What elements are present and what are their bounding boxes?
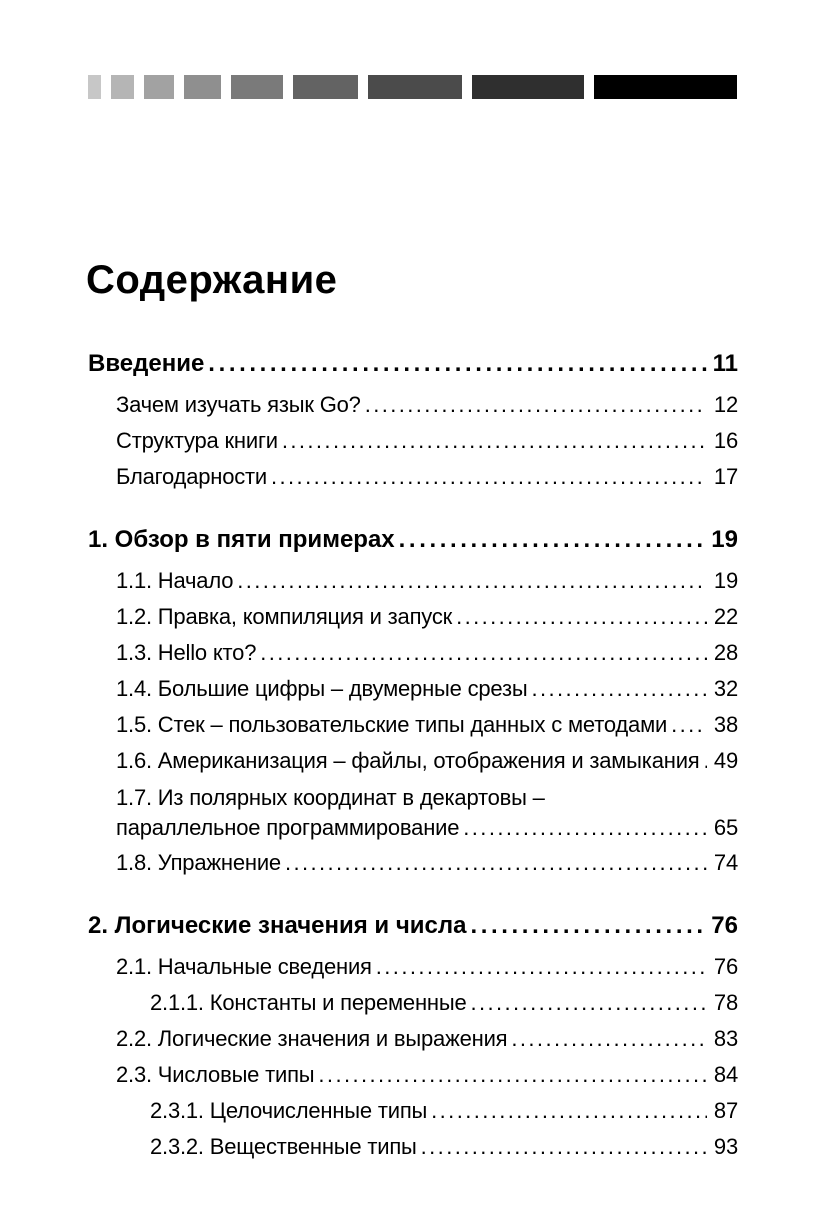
toc-entry-page: 74 <box>713 850 738 875</box>
leader-dots <box>285 845 707 881</box>
toc-entry-label: 1.6. Американизация – файлы, отображения… <box>116 748 700 773</box>
toc-entry: 2.1. Начальные сведения 76 <box>88 949 738 985</box>
toc-entry: 1.3. Hello кто? 28 <box>88 635 738 671</box>
gray-step-1 <box>88 75 101 99</box>
toc-entry-page: 16 <box>713 428 738 453</box>
toc-entry: 1.2. Правка, компиляция и запуск 22 <box>88 599 738 635</box>
toc-entry: 1.8. Упражнение 74 <box>88 845 738 881</box>
toc-entry-page: 12 <box>713 392 738 417</box>
toc-entry: 1.1. Начало 19 <box>88 563 738 599</box>
toc-entry-label: 2.1. Начальные сведения <box>116 954 372 979</box>
toc-entry: Благодарности 17 <box>88 459 738 495</box>
gray-step-9 <box>594 75 737 99</box>
toc-entry-label: 1.3. Hello кто? <box>116 640 257 665</box>
leader-dots <box>260 635 707 671</box>
toc-entry: 2.2. Логические значения и выражения 83 <box>88 1021 738 1057</box>
leader-dots <box>376 949 707 985</box>
toc-entry: 1.6. Американизация – файлы, отображения… <box>88 743 738 779</box>
toc-entry: 2.3. Числовые типы 84 <box>88 1057 738 1093</box>
toc-entry-label: 2.1.1. Константы и переменные <box>150 990 467 1015</box>
toc-entry-page: 38 <box>713 712 738 737</box>
toc-entry-label: 2.2. Логические значения и выражения <box>116 1026 508 1051</box>
leader-dots <box>511 1021 707 1057</box>
leader-dots <box>365 387 707 423</box>
gray-step-4 <box>184 75 221 99</box>
toc-entry: 1.7. Из полярных координат в декартовы – <box>88 781 738 814</box>
leader-dots <box>282 423 707 459</box>
toc-entry-label: 1.2. Правка, компиляция и запуск <box>116 604 453 629</box>
page-title: Содержание <box>86 258 338 302</box>
toc-entry: 1.4. Большие цифры – двумерные срезы 32 <box>88 671 738 707</box>
toc-entry-label: 1.8. Упражнение <box>116 850 281 875</box>
gray-step-6 <box>293 75 358 99</box>
toc-entry-page: 93 <box>713 1134 738 1159</box>
toc-entry-page: 19 <box>713 568 738 593</box>
toc-entry: 2.3.2. Вещественные типы 93 <box>88 1129 738 1165</box>
toc-entry-page: 78 <box>713 990 738 1015</box>
toc-entry-label: 2.3. Числовые типы <box>116 1062 315 1087</box>
toc-entry: 2.1.1. Константы и переменные 78 <box>88 985 738 1021</box>
toc-entry: Зачем изучать язык Go? 12 <box>88 387 738 423</box>
leader-dots <box>456 599 707 635</box>
toc-entry-page: 28 <box>713 640 738 665</box>
toc-entry-page: 11 <box>712 350 738 377</box>
leader-dots <box>208 346 707 381</box>
toc-entry: 1. Обзор в пяти примерах 19 <box>88 522 738 557</box>
leader-dots <box>237 563 707 599</box>
toc-entry-label: Введение <box>88 350 205 377</box>
toc-entry-page: 76 <box>711 912 738 939</box>
leader-dots <box>318 1057 707 1093</box>
toc-entry-page: 19 <box>711 526 738 553</box>
gray-step-3 <box>144 75 174 99</box>
gray-step-7 <box>368 75 462 99</box>
toc-entry: 1.5. Стек – пользовательские типы данных… <box>88 707 738 743</box>
gray-step-2 <box>111 75 134 99</box>
toc-entry-label: 2.3.2. Вещественные типы <box>150 1134 417 1159</box>
toc-entry-page: 65 <box>713 815 738 840</box>
leader-dots <box>704 743 708 779</box>
leader-dots <box>399 522 707 557</box>
toc-entry-label: 1.4. Большие цифры – двумерные срезы <box>116 676 528 701</box>
gray-step-5 <box>231 75 283 99</box>
toc-entry-page: 32 <box>713 676 738 701</box>
toc-entry-page: 83 <box>713 1026 738 1051</box>
toc-entry-page: 49 <box>713 748 738 773</box>
toc-entry-label: параллельное программирование <box>116 815 460 840</box>
toc-entry-label: Зачем изучать язык Go? <box>116 392 361 417</box>
toc-entry: Введение 11 <box>88 346 738 381</box>
leader-dots <box>471 985 708 1021</box>
leader-dots <box>431 1093 707 1129</box>
leader-dots <box>470 908 707 943</box>
toc-entry-label: Структура книги <box>116 428 278 453</box>
toc-entry-label: 1.1. Начало <box>116 568 234 593</box>
toc-entry-label: 1.7. Из полярных координат в декартовы – <box>116 785 545 810</box>
leader-dots <box>671 707 707 743</box>
gray-step-8 <box>472 75 584 99</box>
toc-entry: параллельное программирование 65 <box>88 814 738 842</box>
table-of-contents: Введение 11 Зачем изучать язык Go? 12 Структ… <box>88 346 738 1165</box>
toc-entry-page: 17 <box>713 464 738 489</box>
toc-entry-page: 22 <box>713 604 738 629</box>
toc-entry: 2.3.1. Целочисленные типы 87 <box>88 1093 738 1129</box>
leader-dots <box>531 671 707 707</box>
leader-dots <box>463 814 707 842</box>
toc-entry-label: 1.5. Стек – пользовательские типы данных… <box>116 712 668 737</box>
toc-entry-label: 2.3.1. Целочисленные типы <box>150 1098 428 1123</box>
toc-entry: Структура книги 16 <box>88 423 738 459</box>
toc-entry-label: 2. Логические значения и числа <box>88 912 467 939</box>
toc-entry-page: 87 <box>713 1098 738 1123</box>
leader-dots <box>271 459 707 495</box>
leader-dots <box>421 1129 707 1165</box>
toc-entry-page: 76 <box>713 954 738 979</box>
grayscale-gradient-strip <box>88 75 737 99</box>
toc-entry-page: 84 <box>713 1062 738 1087</box>
toc-entry: 2. Логические значения и числа 76 <box>88 908 738 943</box>
toc-entry-label: Благодарности <box>116 464 268 489</box>
toc-entry-label: 1. Обзор в пяти примерах <box>88 526 395 553</box>
